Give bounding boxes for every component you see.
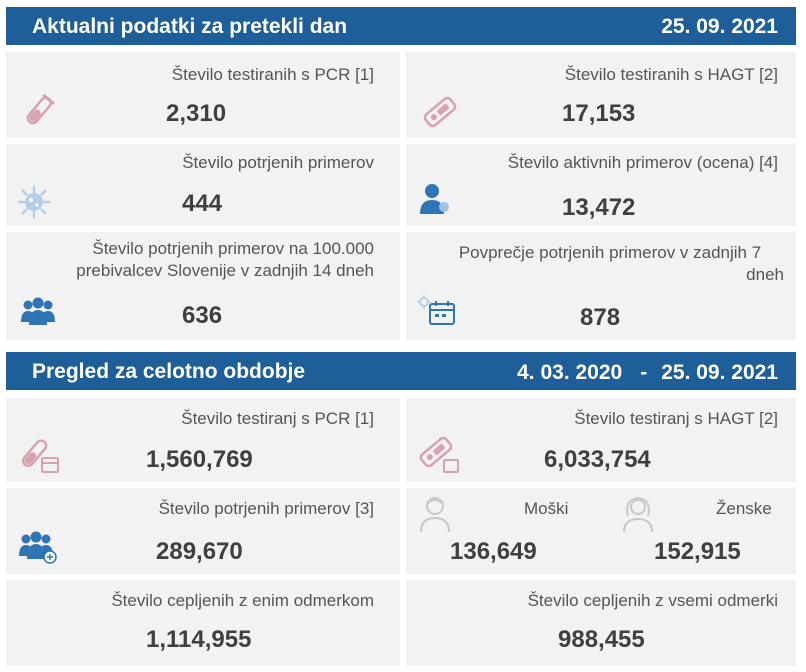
- daily-avg7-card: Povprečje potrjenih primerov v zadnjih 7…: [406, 232, 796, 340]
- daily-pcr-card: Število testiranih s PCR [1] 2,310: [6, 52, 400, 138]
- daily-hagt-value: 17,153: [562, 100, 636, 127]
- overall-vacc-all-card: Število cepljenih z vsemi odmerki 988,45…: [406, 580, 796, 666]
- daily-pcr-label: Število testiranih s PCR [1]: [171, 65, 374, 84]
- daily-hagt-card: Število testiranih s HAGT [2] 17,153: [406, 52, 796, 138]
- overall-vacc-one-value: 1,114,955: [146, 626, 252, 653]
- daily-per100k-label: Število potrjenih primerov na 100.000 pr…: [76, 238, 374, 282]
- overall-pcr-label: Število testiranj s PCR [1]: [181, 409, 374, 428]
- person-icon: [420, 184, 449, 214]
- overall-women-label: Ženske: [716, 499, 772, 518]
- rapid-test-icon: [419, 436, 459, 473]
- daily-active-card: Število aktivnih primerov (ocena) [4] 13…: [406, 144, 796, 226]
- daily-per100k-label-line2: prebivalcev Slovenije v zadnjih 14 dneh: [76, 261, 374, 280]
- daily-per100k-value: 636: [182, 302, 223, 329]
- calendar-virus-icon: [417, 295, 455, 325]
- daily-title: Aktualni podatki za pretekli dan: [32, 15, 348, 38]
- overall-vacc-all-value: 988,455: [558, 626, 645, 653]
- overall-date-dash: -: [640, 361, 648, 384]
- overall-date-range: 4. 03. 2020-25. 09. 2021: [517, 361, 778, 385]
- overall-hagt-value: 6,033,754: [544, 446, 651, 473]
- daily-avg7-label-line2: dneh: [746, 265, 784, 284]
- daily-avg7-label-line1: Povprečje potrjenih primerov v zadnjih 7: [458, 243, 762, 262]
- overall-header: Pregled za celotno obdobje 4. 03. 2020-2…: [6, 352, 796, 390]
- overall-confirmed-card: Število potrjenih primerov [3] 289,670: [6, 488, 400, 574]
- overall-vacc-all-label: Število cepljenih z vsemi odmerki: [527, 591, 778, 610]
- overall-title: Pregled za celotno obdobje: [32, 360, 306, 383]
- overall-confirmed-value: 289,670: [156, 538, 243, 565]
- overall-pcr-value: 1,560,769: [146, 446, 253, 473]
- woman-icon: [623, 496, 653, 533]
- daily-date: 25. 09. 2021: [661, 15, 778, 38]
- rapid-test-icon: [423, 96, 457, 128]
- daily-confirmed-value: 444: [182, 190, 223, 217]
- daily-active-value: 13,472: [562, 194, 636, 221]
- daily-confirmed-card: Število potrjenih primerov 444: [6, 144, 400, 226]
- daily-avg7-label: Povprečje potrjenih primerov v zadnjih 7…: [428, 242, 784, 286]
- overall-vacc-one-card: Število cepljenih z enim odmerkom 1,114,…: [6, 580, 400, 666]
- daily-avg7-value: 878: [580, 304, 621, 331]
- test-tube-icon: [26, 93, 55, 125]
- overall-women-value: 152,915: [654, 538, 741, 565]
- overall-gender-card: Moški 136,649 Ženske 152,915: [406, 488, 796, 574]
- group-plus-icon: [19, 531, 57, 564]
- test-tube-calendar-icon: [21, 439, 59, 473]
- group-icon: [21, 297, 55, 325]
- overall-date-from: 4. 03. 2020: [517, 361, 623, 384]
- overall-men-label: Moški: [524, 499, 569, 518]
- overall-hagt-card: Število testiranj s HAGT [2] 6,033,754: [406, 398, 796, 482]
- man-icon: [420, 497, 450, 533]
- daily-header: Aktualni podatki za pretekli dan 25. 09.…: [6, 7, 796, 45]
- virus-icon: [17, 185, 51, 219]
- daily-active-label: Število aktivnih primerov (ocena) [4]: [507, 153, 778, 172]
- overall-vacc-one-label: Število cepljenih z enim odmerkom: [111, 591, 374, 610]
- daily-hagt-label: Število testiranih s HAGT [2]: [564, 65, 778, 84]
- overall-date-to: 25. 09. 2021: [661, 361, 778, 384]
- overall-men-value: 136,649: [450, 538, 537, 565]
- daily-pcr-value: 2,310: [166, 100, 227, 127]
- overall-confirmed-label: Število potrjenih primerov [3]: [158, 499, 374, 518]
- overall-pcr-card: Število testiranj s PCR [1] 1,560,769: [6, 398, 400, 482]
- overall-hagt-label: Število testiranj s HAGT [2]: [574, 409, 778, 428]
- daily-per100k-card: Število potrjenih primerov na 100.000 pr…: [6, 232, 400, 340]
- daily-per100k-label-line1: Število potrjenih primerov na 100.000: [92, 239, 374, 258]
- daily-confirmed-label: Število potrjenih primerov: [182, 153, 374, 172]
